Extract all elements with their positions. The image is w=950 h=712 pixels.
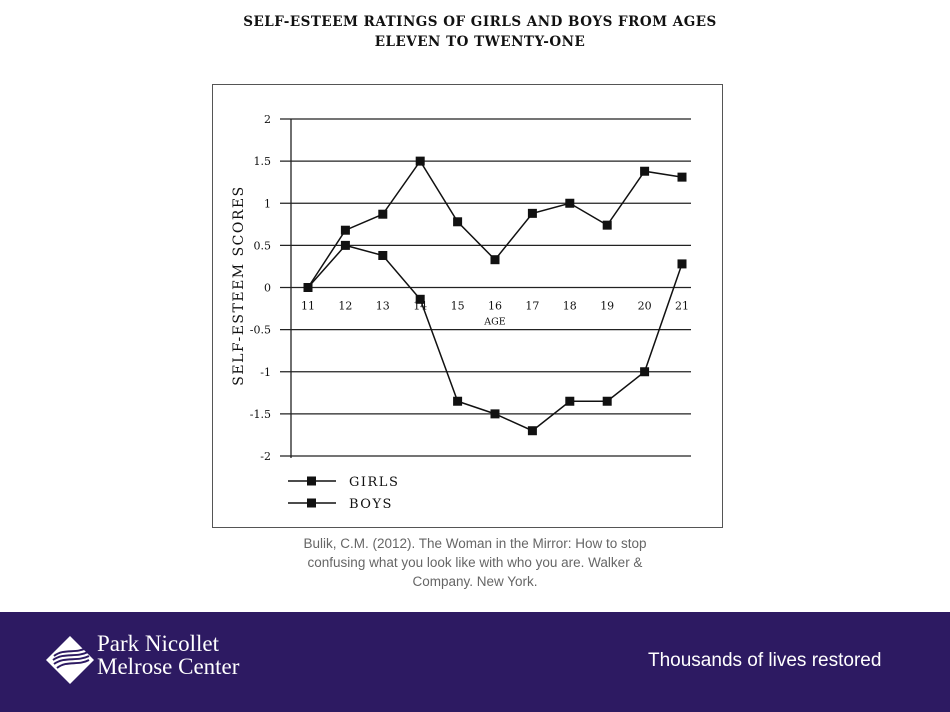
x-tick-label: 18 bbox=[563, 300, 577, 313]
data-point-boys bbox=[453, 217, 463, 227]
data-point-boys bbox=[602, 220, 612, 230]
x-tick-label: 16 bbox=[488, 300, 502, 313]
data-point-girls bbox=[640, 367, 650, 377]
data-point-girls bbox=[378, 250, 388, 260]
x-tick-label: 19 bbox=[600, 300, 614, 313]
y-tick-label: -0.5 bbox=[250, 324, 271, 337]
x-tick-label: 11 bbox=[301, 300, 315, 313]
series-line-boys bbox=[307, 159, 683, 288]
x-tick-label: 15 bbox=[451, 300, 465, 313]
y-tick-label: 2 bbox=[264, 113, 271, 126]
data-point-boys bbox=[303, 283, 313, 292]
y-tick-label: -2 bbox=[260, 450, 271, 463]
data-point-girls bbox=[565, 396, 575, 406]
y-tick-label: 0.5 bbox=[254, 239, 272, 252]
x-tick-label: 13 bbox=[376, 300, 390, 313]
data-point-girls bbox=[340, 240, 350, 250]
logo-line2: Melrose Center bbox=[97, 654, 240, 679]
data-point-boys bbox=[490, 255, 500, 265]
x-axis-label: AGE bbox=[483, 317, 505, 328]
data-point-boys bbox=[677, 172, 687, 182]
y-axis-label: SELF-ESTEEM SCORES bbox=[231, 185, 247, 385]
data-point-boys bbox=[640, 166, 650, 176]
x-tick-label: 21 bbox=[675, 300, 689, 313]
series-line-girls bbox=[307, 244, 683, 432]
data-point-boys bbox=[565, 198, 575, 208]
park-nicollet-logo-icon bbox=[46, 636, 94, 684]
data-point-girls bbox=[453, 396, 463, 406]
data-point-boys bbox=[415, 156, 425, 166]
citation: Bulik, C.M. (2012). The Woman in the Mir… bbox=[303, 536, 647, 589]
legend-label-boys: BOYS bbox=[349, 497, 393, 512]
data-point-girls bbox=[527, 426, 537, 436]
data-point-girls bbox=[490, 409, 500, 419]
legend-marker bbox=[307, 476, 316, 486]
x-tick-label: 12 bbox=[338, 300, 352, 313]
data-point-girls bbox=[415, 294, 425, 304]
chart-title: SELF-ESTEEM RATINGS OF GIRLS AND BOYS FR… bbox=[243, 14, 717, 50]
data-point-boys bbox=[527, 208, 537, 218]
footer-bar: Park Nicollet Melrose Center Thousands o… bbox=[0, 612, 950, 712]
data-point-girls bbox=[677, 259, 687, 269]
x-tick-label: 20 bbox=[638, 300, 652, 313]
legend-marker bbox=[307, 498, 316, 508]
logo-line1: Park Nicollet bbox=[97, 631, 219, 656]
chart-frame: 2 1.5 1 0.5 0 -0.5 -1 -1.5 -2 11 12 13 14 15 16 17 18 19 2… bbox=[212, 84, 723, 528]
data-point-boys bbox=[340, 225, 350, 235]
x-tick-label: 17 bbox=[525, 300, 539, 313]
y-tick-label: 0 bbox=[264, 282, 271, 295]
y-tick-label: -1 bbox=[260, 366, 271, 379]
data-point-girls bbox=[602, 396, 612, 406]
y-tick-label: 1.5 bbox=[254, 155, 272, 168]
y-tick-label: -1.5 bbox=[250, 408, 271, 421]
legend-label-girls: GIRLS bbox=[349, 475, 399, 490]
data-point-boys bbox=[378, 209, 388, 219]
logo-text: Park Nicollet Melrose Center bbox=[97, 632, 239, 678]
line-chart: 21.510.50-0.5-1-1.5-211 12 13 14 15 16 17 18 19 2… bbox=[231, 113, 691, 512]
tagline: Thousands of lives restored bbox=[648, 650, 882, 671]
y-tick-label: 1 bbox=[264, 197, 271, 210]
